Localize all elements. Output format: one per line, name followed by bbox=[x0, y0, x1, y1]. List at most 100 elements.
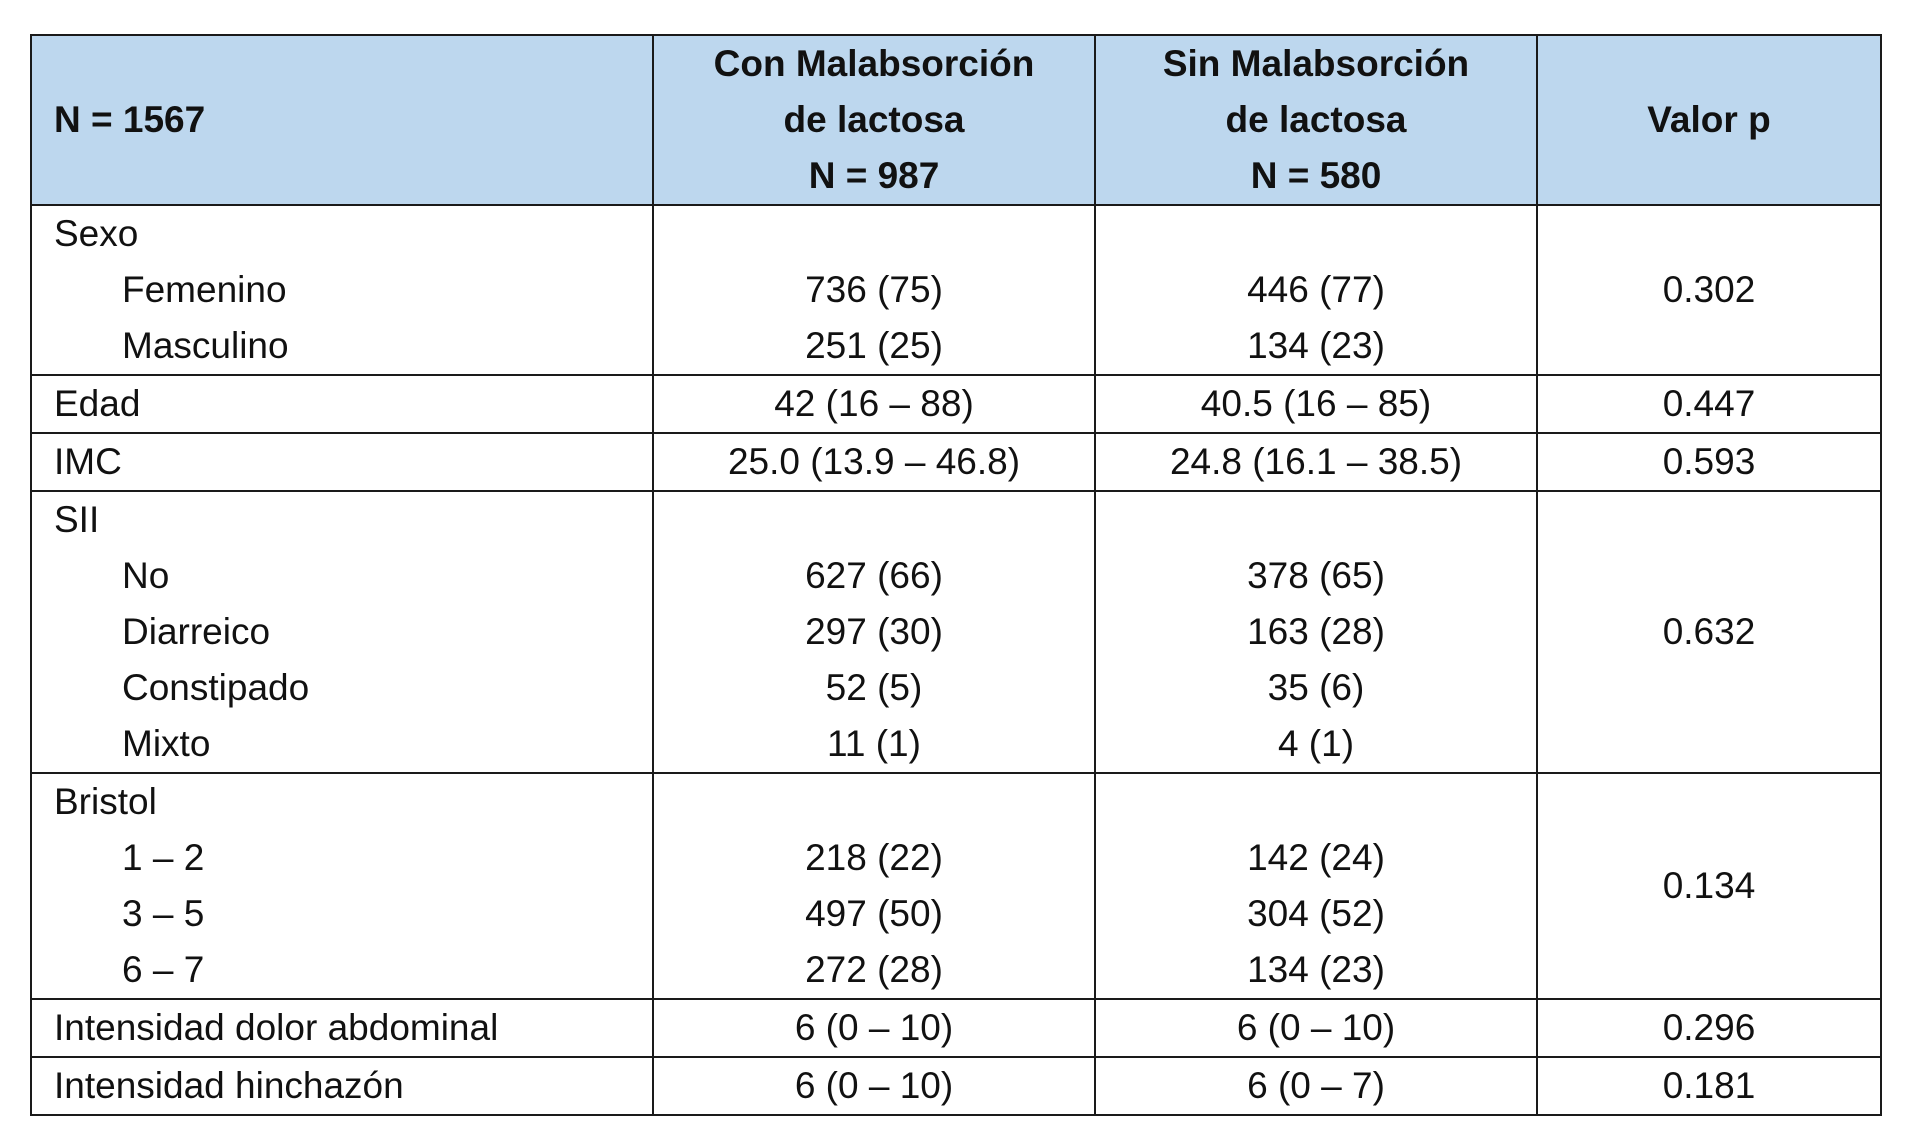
sin-malabsorcion-cell: 40.5 (16 – 85) bbox=[1094, 374, 1538, 434]
sin-value: 142 (24) bbox=[1247, 837, 1385, 878]
header-con-line-1: Con Malabsorción bbox=[713, 43, 1035, 84]
variable-label: Sexo bbox=[54, 213, 139, 254]
p-value-cell: 0.593 bbox=[1536, 432, 1882, 492]
sin-value: 24.8 (16.1 – 38.5) bbox=[1169, 441, 1463, 482]
p-value-cell: 0.134 bbox=[1536, 772, 1882, 1000]
p-value-cell: 0.632 bbox=[1536, 490, 1882, 774]
subcategory-label: Mixto bbox=[122, 723, 211, 764]
spacer bbox=[654, 492, 1094, 548]
header-con-line-3: N = 987 bbox=[808, 155, 940, 196]
con-malabsorcion-cell: 6 (0 – 10) bbox=[652, 1056, 1096, 1116]
sin-malabsorcion-cell: 6 (0 – 10) bbox=[1094, 998, 1538, 1058]
sin-value: 163 (28) bbox=[1247, 611, 1385, 652]
sin-value: 378 (65) bbox=[1247, 555, 1385, 596]
table-row: IMC 25.0 (13.9 – 46.8) 24.8 (16.1 – 38.5) 0… bbox=[30, 432, 1882, 492]
spacer bbox=[1096, 774, 1536, 830]
p-value: 0.181 bbox=[1662, 1065, 1756, 1106]
spacer bbox=[1096, 206, 1536, 262]
subcategory-label: Femenino bbox=[122, 269, 287, 310]
subcategory-label: Masculino bbox=[122, 325, 289, 366]
variable-cell: Sexo Femenino Masculino bbox=[30, 204, 654, 376]
con-malabsorcion-cell: 42 (16 – 88) bbox=[652, 374, 1096, 434]
header-valor-p: Valor p bbox=[1536, 34, 1882, 206]
variable-cell: SII No Diarreico Constipado Mixto bbox=[30, 490, 654, 774]
p-value: 0.302 bbox=[1662, 269, 1756, 310]
variable-cell: Intensidad hinchazón bbox=[30, 1056, 654, 1116]
variable-cell: Edad bbox=[30, 374, 654, 434]
con-value: 497 (50) bbox=[805, 893, 943, 934]
variable-cell: Bristol 1 – 2 3 – 5 6 – 7 bbox=[30, 772, 654, 1000]
subcategory-label: No bbox=[122, 555, 170, 596]
p-value: 0.632 bbox=[1662, 611, 1756, 652]
sin-malabsorcion-cell: 378 (65) 163 (28) 35 (6) 4 (1) bbox=[1094, 490, 1538, 774]
con-value: 42 (16 – 88) bbox=[774, 383, 974, 424]
table-row: Sexo Femenino Masculino 736 (75) 251 (25) 446… bbox=[30, 204, 1882, 376]
header-con-malabsorcion: Con Malabsorción de lactosa N = 987 bbox=[652, 34, 1096, 206]
header-con-line-2: de lactosa bbox=[783, 99, 965, 140]
sin-value: 4 (1) bbox=[1277, 723, 1355, 764]
header-sin-line-2: de lactosa bbox=[1225, 99, 1407, 140]
table-row: Edad 42 (16 – 88) 40.5 (16 – 85) 0.447 bbox=[30, 374, 1882, 434]
p-value-cell: 0.181 bbox=[1536, 1056, 1882, 1116]
table-row: SII No Diarreico Constipado Mixto 627 (66) 297… bbox=[30, 490, 1882, 774]
subcategory-label: 6 – 7 bbox=[122, 949, 205, 990]
sin-value: 304 (52) bbox=[1247, 893, 1385, 934]
variable-label: Edad bbox=[54, 383, 141, 424]
header-sin-line-1: Sin Malabsorción bbox=[1162, 43, 1470, 84]
sin-malabsorcion-cell: 142 (24) 304 (52) 134 (23) bbox=[1094, 772, 1538, 1000]
con-value: 297 (30) bbox=[805, 611, 943, 652]
con-malabsorcion-cell: 218 (22) 497 (50) 272 (28) bbox=[652, 772, 1096, 1000]
p-value-cell: 0.302 bbox=[1536, 204, 1882, 376]
sin-value: 40.5 (16 – 85) bbox=[1200, 383, 1432, 424]
con-value: 6 (0 – 10) bbox=[794, 1065, 954, 1106]
variable-label: Intensidad dolor abdominal bbox=[54, 1007, 499, 1048]
p-value: 0.296 bbox=[1662, 1007, 1756, 1048]
spacer bbox=[654, 774, 1094, 830]
con-malabsorcion-cell: 6 (0 – 10) bbox=[652, 998, 1096, 1058]
con-value: 736 (75) bbox=[805, 269, 943, 310]
variable-label: IMC bbox=[54, 441, 122, 482]
p-value: 0.134 bbox=[1662, 865, 1756, 906]
table-row: Bristol 1 – 2 3 – 5 6 – 7 218 (22) 497 (50) 27… bbox=[30, 772, 1882, 1000]
con-value: 52 (5) bbox=[825, 667, 923, 708]
con-value: 251 (25) bbox=[805, 325, 943, 366]
sin-value: 446 (77) bbox=[1247, 269, 1385, 310]
header-sin-line-3: N = 580 bbox=[1250, 155, 1382, 196]
sin-malabsorcion-cell: 446 (77) 134 (23) bbox=[1094, 204, 1538, 376]
sin-value: 6 (0 – 10) bbox=[1236, 1007, 1396, 1048]
table-row: Intensidad hinchazón 6 (0 – 10) 6 (0 – 7) 0… bbox=[30, 1056, 1882, 1116]
con-value: 11 (1) bbox=[827, 723, 921, 764]
con-value: 272 (28) bbox=[805, 949, 943, 990]
variable-label: SII bbox=[54, 499, 100, 540]
p-value: 0.447 bbox=[1662, 383, 1756, 424]
p-value-cell: 0.447 bbox=[1536, 374, 1882, 434]
subcategory-label: Constipado bbox=[122, 667, 310, 708]
sin-value: 6 (0 – 7) bbox=[1247, 1065, 1385, 1106]
sin-value: 35 (6) bbox=[1267, 667, 1365, 708]
con-malabsorcion-cell: 627 (66) 297 (30) 52 (5) 11 (1) bbox=[652, 490, 1096, 774]
con-malabsorcion-cell: 736 (75) 251 (25) bbox=[652, 204, 1096, 376]
sin-malabsorcion-cell: 6 (0 – 7) bbox=[1094, 1056, 1538, 1116]
subcategory-label: 3 – 5 bbox=[122, 893, 205, 934]
variable-cell: IMC bbox=[30, 432, 654, 492]
header-total-n: N = 1567 bbox=[30, 34, 654, 206]
sin-value: 134 (23) bbox=[1247, 325, 1385, 366]
con-value: 218 (22) bbox=[805, 837, 943, 878]
variable-label: Bristol bbox=[54, 781, 157, 822]
header-row: N = 1567 Con Malabsorción de lactosa N =… bbox=[30, 34, 1882, 206]
spacer bbox=[1096, 492, 1536, 548]
results-table: N = 1567 Con Malabsorción de lactosa N =… bbox=[30, 34, 1882, 1116]
sin-malabsorcion-cell: 24.8 (16.1 – 38.5) bbox=[1094, 432, 1538, 492]
subcategory-label: 1 – 2 bbox=[122, 837, 205, 878]
spacer bbox=[654, 206, 1094, 262]
con-value: 6 (0 – 10) bbox=[794, 1007, 954, 1048]
p-value-cell: 0.296 bbox=[1536, 998, 1882, 1058]
p-value: 0.593 bbox=[1662, 441, 1756, 482]
table-row: Intensidad dolor abdominal 6 (0 – 10) 6 (0… bbox=[30, 998, 1882, 1058]
con-malabsorcion-cell: 25.0 (13.9 – 46.8) bbox=[652, 432, 1096, 492]
header-sin-malabsorcion: Sin Malabsorción de lactosa N = 580 bbox=[1094, 34, 1538, 206]
sin-value: 134 (23) bbox=[1247, 949, 1385, 990]
variable-label: Intensidad hinchazón bbox=[54, 1065, 404, 1106]
subcategory-label: Diarreico bbox=[122, 611, 271, 652]
con-value: 25.0 (13.9 – 46.8) bbox=[727, 441, 1021, 482]
